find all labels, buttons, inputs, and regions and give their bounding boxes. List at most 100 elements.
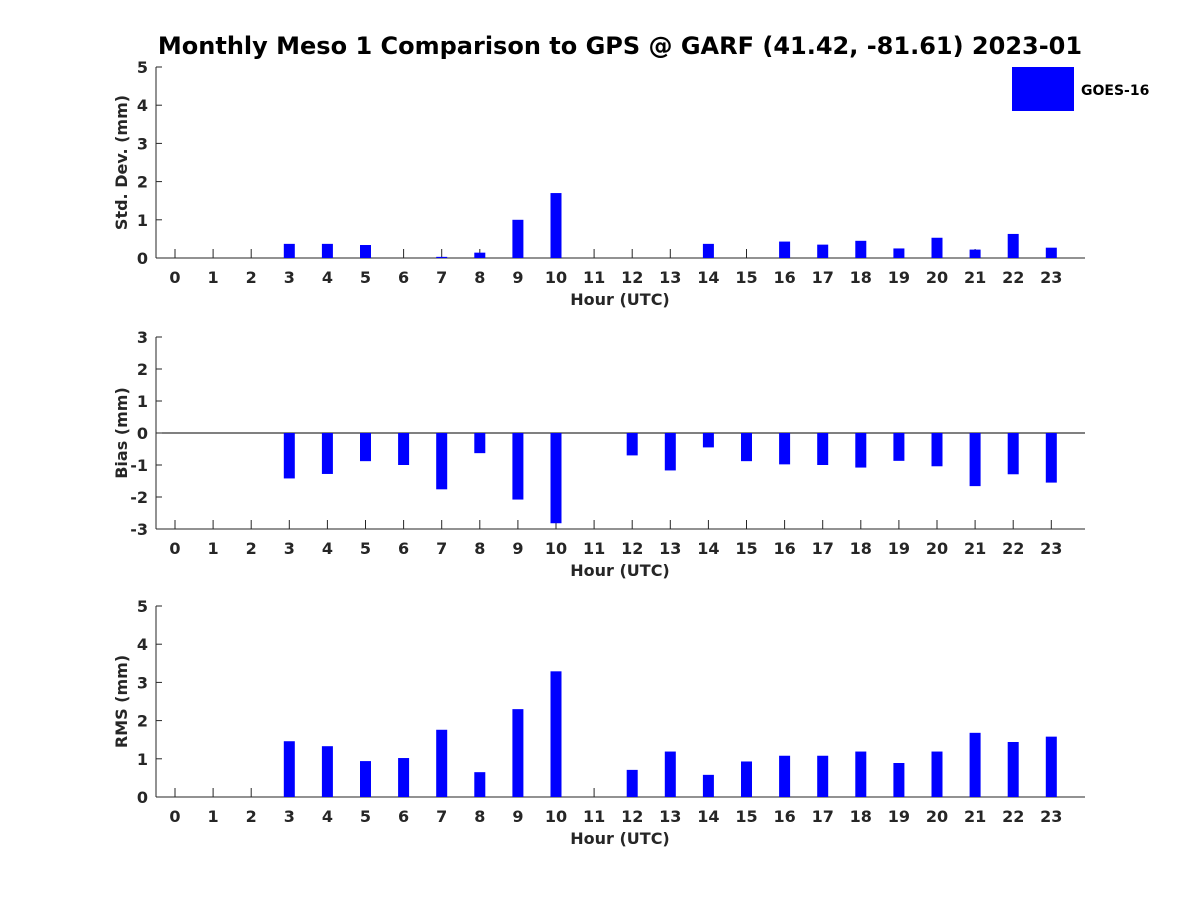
x-tick-label: 9	[512, 268, 523, 287]
x-tick-label: 8	[474, 268, 485, 287]
x-tick-label: 7	[436, 268, 447, 287]
x-tick-label: 14	[697, 268, 719, 287]
bar-hour-6	[398, 433, 410, 465]
x-tick-label: 3	[284, 268, 295, 287]
legend-label: GOES-16	[1081, 83, 1149, 99]
x-tick-label: 10	[545, 539, 567, 558]
x-tick-label: 11	[583, 539, 605, 558]
y-tick-label: 5	[137, 597, 148, 616]
x-tick-label: 16	[773, 539, 795, 558]
y-tick-label: 0	[137, 788, 148, 807]
bar-hour-9	[512, 433, 524, 500]
bar-hour-4	[321, 433, 333, 474]
bar-hour-8	[474, 433, 486, 454]
x-tick-label: 1	[208, 539, 219, 558]
y-tick-label: 1	[137, 392, 148, 411]
x-tick-label: 17	[812, 539, 834, 558]
x-tick-label: 15	[735, 807, 757, 826]
bar-hour-5	[360, 761, 371, 797]
bar-hour-16	[779, 755, 791, 797]
bar-hour-15	[741, 761, 752, 797]
x-tick-label: 22	[1002, 539, 1024, 558]
x-tick-label: 1	[208, 807, 219, 826]
x-axis-label: Hour (UTC)	[570, 290, 670, 309]
y-tick-label: -3	[130, 520, 148, 539]
bar-hour-21	[969, 732, 981, 797]
bar-hour-19	[893, 763, 905, 797]
x-tick-label: 7	[436, 539, 447, 558]
x-tick-label: 0	[169, 539, 180, 558]
x-tick-label: 9	[512, 807, 523, 826]
y-tick-label: 3	[137, 328, 148, 347]
bar-hour-13	[664, 433, 676, 471]
x-tick-label: 5	[360, 807, 371, 826]
y-tick-label: 2	[137, 173, 148, 192]
x-tick-label: 22	[1002, 807, 1024, 826]
x-tick-label: 13	[659, 268, 681, 287]
x-tick-label: 17	[812, 807, 834, 826]
bar-hour-14	[702, 433, 714, 448]
x-tick-label: 21	[964, 539, 986, 558]
bar-hour-20	[931, 237, 943, 258]
bar-hour-17	[817, 755, 829, 797]
bar-hour-12	[626, 769, 638, 797]
x-tick-label: 10	[545, 807, 567, 826]
bar-hour-9	[512, 219, 524, 258]
x-tick-label: 12	[621, 539, 643, 558]
x-tick-label: 0	[169, 807, 180, 826]
y-tick-label: 3	[137, 134, 148, 153]
x-tick-label: 12	[621, 807, 643, 826]
bar-hour-5	[360, 433, 371, 462]
x-tick-label: 16	[773, 807, 795, 826]
x-tick-label: 8	[474, 539, 485, 558]
bar-hour-14	[702, 774, 714, 797]
y-tick-label: 0	[137, 249, 148, 268]
x-tick-label: 10	[545, 268, 567, 287]
legend-swatch	[1012, 67, 1074, 111]
x-tick-label: 13	[659, 807, 681, 826]
bar-hour-7	[436, 729, 448, 797]
bar-hour-6	[398, 758, 410, 797]
x-tick-label: 21	[964, 807, 986, 826]
x-tick-label: 18	[850, 539, 872, 558]
y-tick-label: -2	[130, 488, 148, 507]
x-tick-label: 23	[1040, 268, 1062, 287]
bar-hour-12	[626, 433, 638, 456]
bar-hour-21	[969, 249, 981, 258]
x-tick-label: 0	[169, 268, 180, 287]
x-tick-label: 15	[735, 539, 757, 558]
x-axis-label: Hour (UTC)	[570, 561, 670, 580]
bar-hour-16	[779, 433, 791, 465]
x-tick-label: 20	[926, 539, 948, 558]
x-tick-label: 11	[583, 268, 605, 287]
bar-hour-18	[855, 433, 867, 468]
x-tick-label: 20	[926, 807, 948, 826]
x-tick-label: 6	[398, 539, 409, 558]
x-tick-label: 19	[888, 268, 910, 287]
bar-hour-10	[550, 433, 562, 524]
legend: GOES-16	[1012, 67, 1149, 111]
bar-hour-23	[1045, 247, 1057, 258]
bar-hour-16	[779, 241, 791, 258]
x-tick-label: 21	[964, 268, 986, 287]
bar-hour-5	[360, 245, 371, 258]
x-tick-label: 19	[888, 807, 910, 826]
x-tick-label: 18	[850, 268, 872, 287]
bar-hour-15	[741, 433, 752, 462]
y-axis-label: RMS (mm)	[112, 655, 131, 748]
x-tick-label: 7	[436, 807, 447, 826]
x-tick-label: 4	[322, 539, 333, 558]
y-tick-label: 4	[137, 96, 148, 115]
x-tick-label: 15	[735, 268, 757, 287]
x-tick-label: 16	[773, 268, 795, 287]
bar-hour-8	[474, 772, 486, 797]
x-tick-label: 6	[398, 268, 409, 287]
x-tick-label: 1	[208, 268, 219, 287]
x-tick-label: 2	[246, 268, 257, 287]
x-tick-label: 14	[697, 807, 719, 826]
x-tick-label: 19	[888, 539, 910, 558]
y-tick-label: 2	[137, 712, 148, 731]
bar-hour-14	[702, 243, 714, 258]
